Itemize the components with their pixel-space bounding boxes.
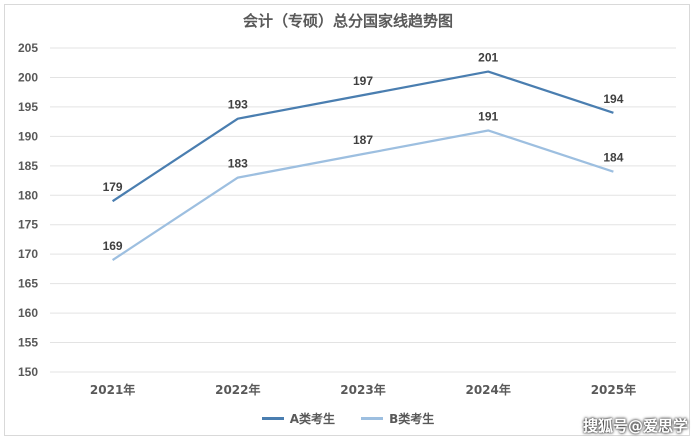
legend-swatch-b <box>361 417 384 420</box>
y-tick-label: 195 <box>18 100 38 114</box>
x-tick-label: 2021年 <box>90 382 135 397</box>
watermark: 搜狐号@爱思学 <box>582 417 688 435</box>
series-line-b <box>111 129 614 262</box>
y-tick-label: 150 <box>18 365 38 379</box>
data-label: 169 <box>103 239 123 253</box>
y-tick-label: 160 <box>18 306 38 320</box>
y-tick-label: 200 <box>18 70 38 84</box>
data-label: 194 <box>603 92 623 106</box>
y-tick-label: 180 <box>18 188 38 202</box>
chart-title: 会计（专硕）总分国家线趋势图 <box>242 12 453 30</box>
y-tick-label: 185 <box>18 159 38 173</box>
data-label: 187 <box>353 133 373 147</box>
x-tick-label: 2024年 <box>465 382 510 397</box>
data-label: 179 <box>103 180 123 194</box>
y-tick-label: 165 <box>18 277 38 291</box>
y-tick-label: 175 <box>18 218 38 232</box>
legend-item-b: B类考生 <box>361 410 434 427</box>
legend-label-a: A类考生 <box>289 412 336 426</box>
y-tick-label: 170 <box>18 247 38 261</box>
legend-label-b: B类考生 <box>389 412 435 426</box>
y-tick-label: 190 <box>18 129 38 143</box>
data-label: 183 <box>228 157 248 171</box>
data-label: 201 <box>478 51 498 65</box>
legend: A类考生 B类考生 <box>0 410 696 427</box>
x-tick-label: 2023年 <box>340 382 385 397</box>
x-tick-label: 2022年 <box>215 382 260 397</box>
legend-item-a: A类考生 <box>261 410 336 427</box>
data-label: 191 <box>478 109 498 123</box>
chart-frame <box>4 4 690 436</box>
y-tick-label: 205 <box>18 41 38 55</box>
legend-swatch-a <box>261 417 284 420</box>
series-line-a <box>111 70 614 203</box>
y-tick-label: 155 <box>18 336 38 350</box>
data-label: 193 <box>228 98 248 112</box>
data-label: 197 <box>353 74 373 88</box>
data-label: 184 <box>603 151 623 165</box>
x-tick-label: 2025年 <box>591 382 636 397</box>
